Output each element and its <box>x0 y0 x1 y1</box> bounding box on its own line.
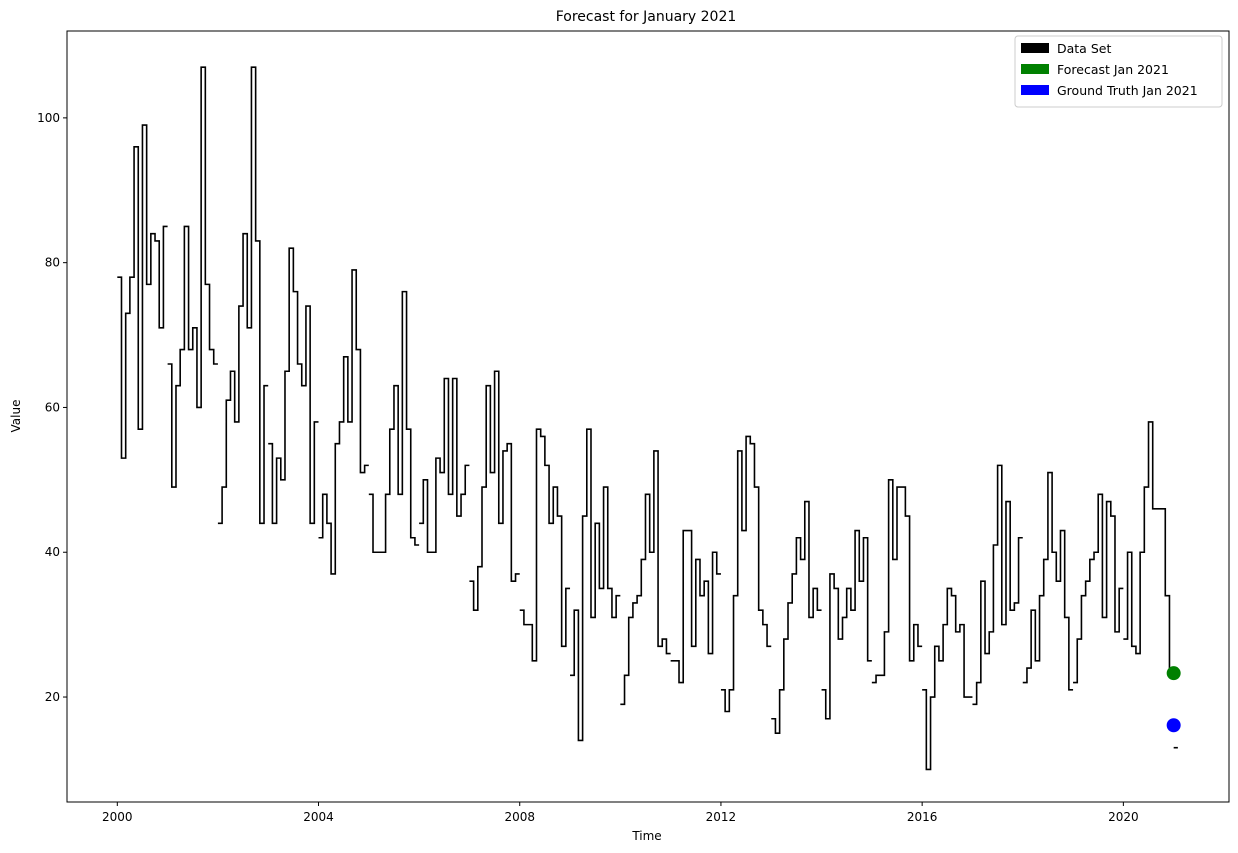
series-segment <box>720 435 772 713</box>
series-segment <box>217 66 269 525</box>
series-segment <box>469 370 520 611</box>
legend-swatch-forecast-jan-2021 <box>1021 64 1049 74</box>
x-axis-label: Time <box>631 829 661 843</box>
series-segment <box>318 269 369 575</box>
y-tick-label: 20 <box>45 690 60 704</box>
x-tick-label: 2004 <box>303 810 334 824</box>
series-segment <box>1073 493 1124 684</box>
x-tick-label: 2020 <box>1108 810 1139 824</box>
legend-label-forecast-jan-2021: Forecast Jan 2021 <box>1057 62 1169 77</box>
data-layer <box>117 66 1181 771</box>
series-segment <box>117 124 168 459</box>
series-segment <box>167 66 218 488</box>
series-segment <box>570 428 621 742</box>
y-axis: 20 40 60 80 100 <box>37 111 67 704</box>
series-segment <box>771 500 822 735</box>
x-tick-label: 2012 <box>706 810 737 824</box>
legend-swatch-ground-truth-jan-2021 <box>1021 85 1049 95</box>
legend-swatch-data-set <box>1021 43 1049 53</box>
series-segment <box>922 587 973 771</box>
x-tick-label: 2008 <box>504 810 535 824</box>
y-tick-label: 60 <box>45 400 60 414</box>
series-segment <box>419 377 470 554</box>
series-segment <box>620 450 671 706</box>
legend: Data Set Forecast Jan 2021 Ground Truth Ja… <box>1014 35 1223 108</box>
series-segment <box>268 247 319 525</box>
x-tick-label: 2016 <box>907 810 938 824</box>
y-tick-label: 80 <box>45 256 60 270</box>
x-axis: 2000 2004 2008 2012 2016 2020 <box>102 802 1139 824</box>
y-tick-label: 40 <box>45 545 60 559</box>
series-line <box>117 66 1178 771</box>
series-segment <box>1123 421 1174 677</box>
x-tick-label: 2000 <box>102 810 133 824</box>
series-segment <box>670 529 721 684</box>
series-segment <box>368 290 420 554</box>
point-ground-truth-jan-2021 <box>1166 718 1181 733</box>
series-segment <box>519 428 571 662</box>
series-segment <box>1022 471 1074 691</box>
legend-label-data-set: Data Set <box>1057 41 1111 56</box>
series-segment <box>972 464 1023 706</box>
chart-title: Forecast for January 2021 <box>556 9 737 25</box>
series-segment <box>871 479 923 684</box>
legend-box <box>1014 35 1223 108</box>
legend-label-ground-truth-jan-2021: Ground Truth Jan 2021 <box>1057 83 1198 98</box>
point-forecast-jan-2021 <box>1166 666 1181 681</box>
y-tick-label: 100 <box>37 111 60 125</box>
series-segment <box>821 529 872 720</box>
y-axis-label: Value <box>9 400 23 433</box>
plot-frame <box>66 30 1230 803</box>
